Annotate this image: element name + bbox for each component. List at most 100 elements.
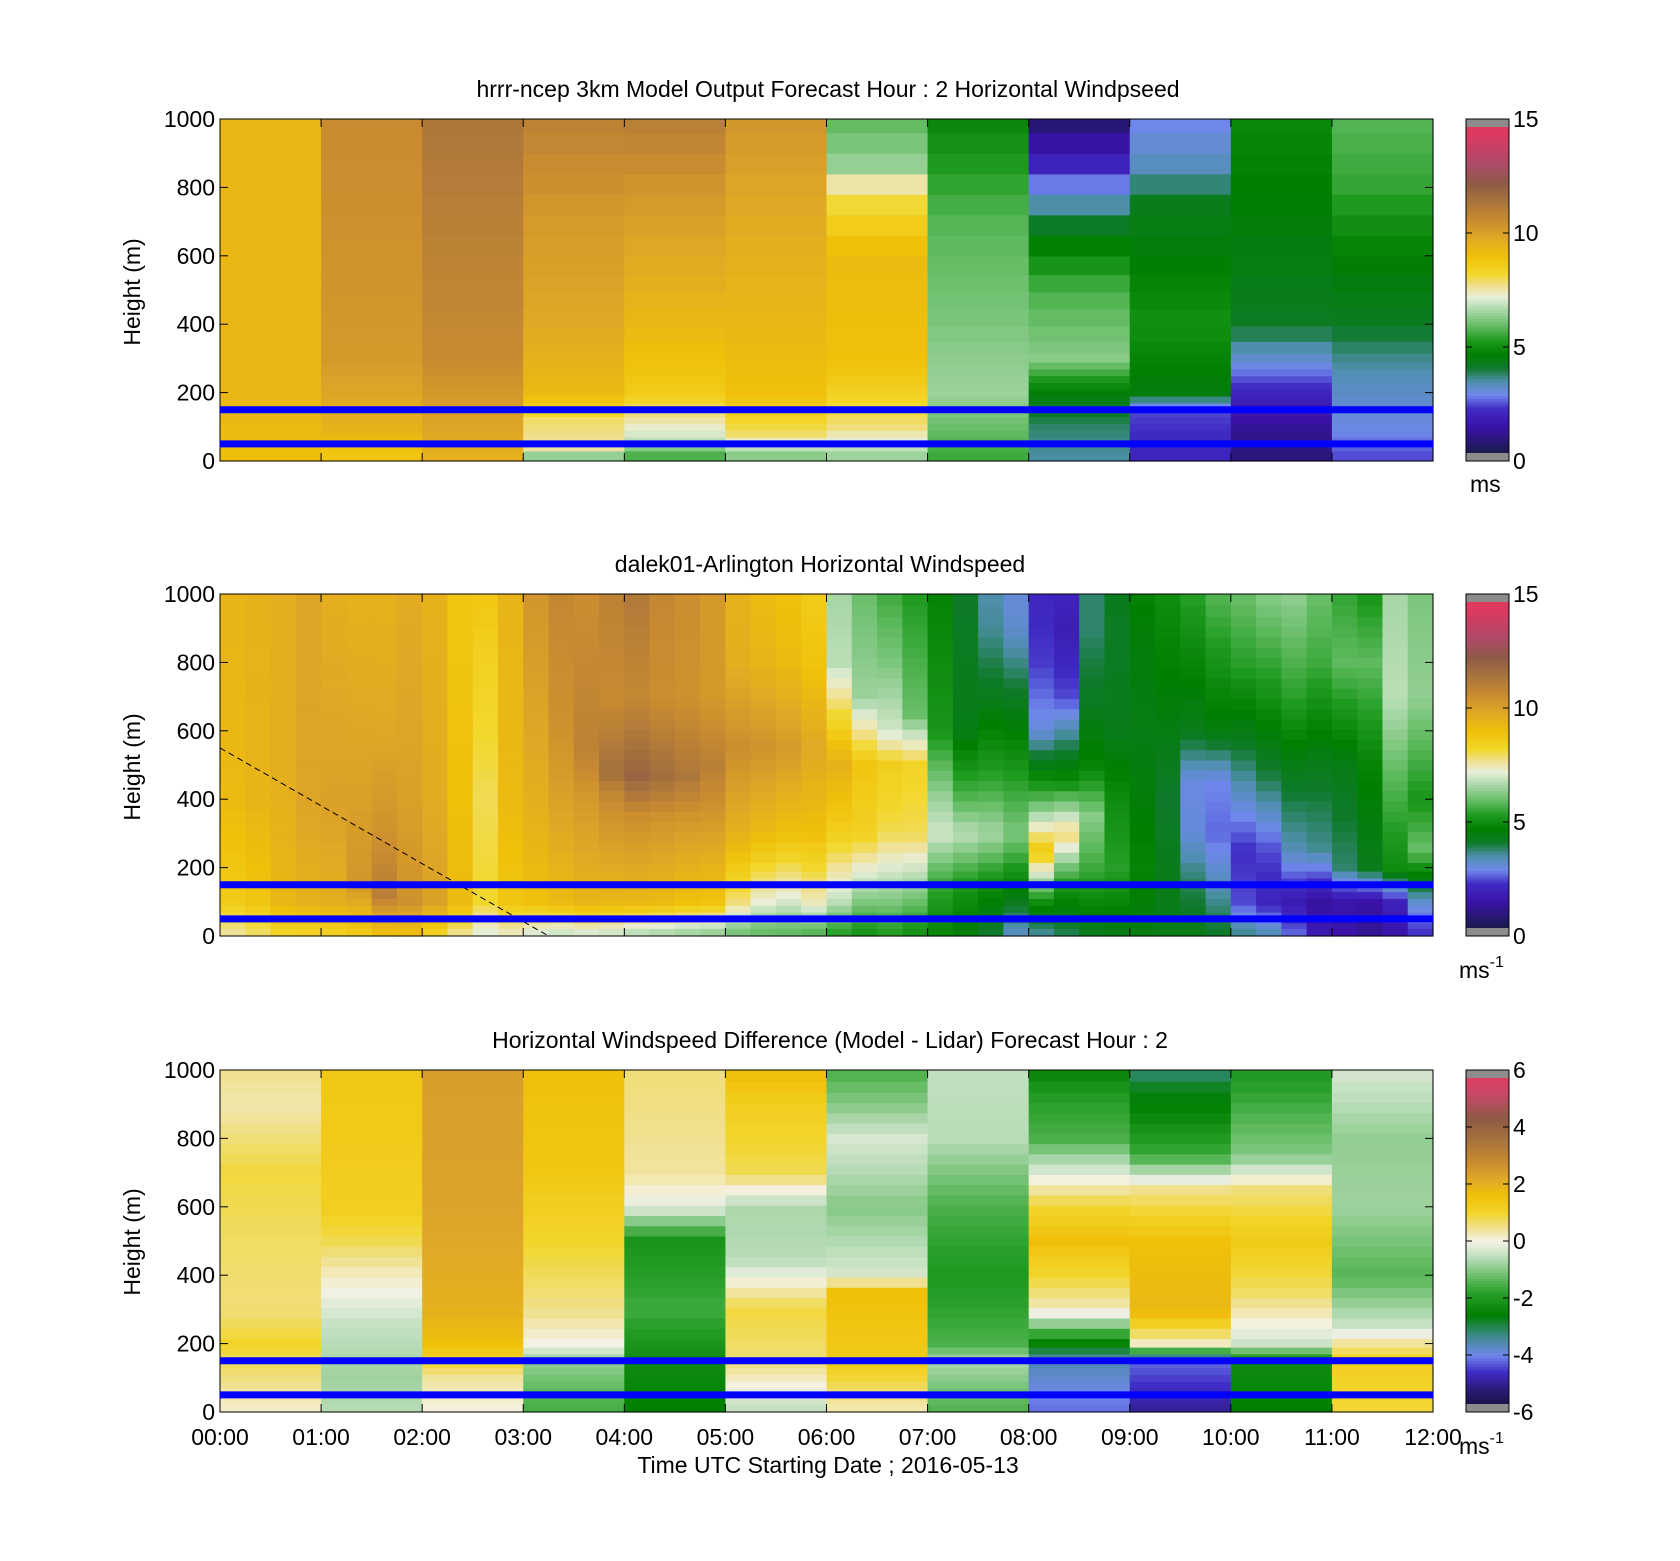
heatmap-cell <box>422 1307 524 1319</box>
heatmap-cell <box>1155 923 1181 929</box>
heatmap-cell <box>1129 657 1156 669</box>
colorbar-segment <box>1466 861 1509 866</box>
heatmap-cell <box>1129 1404 1232 1413</box>
heatmap-cell <box>952 636 979 648</box>
heatmap-cell <box>599 770 625 781</box>
heatmap-cell <box>270 770 297 781</box>
heatmap-cell <box>599 891 625 899</box>
heatmap-cell <box>270 811 297 823</box>
heatmap-cell <box>422 1388 524 1395</box>
heatmap-cell <box>573 923 600 929</box>
heatmap-cell <box>725 1276 828 1288</box>
colorbar-segment <box>1466 784 1509 789</box>
heatmap-cell <box>1306 862 1333 872</box>
heatmap-cell <box>422 1317 524 1329</box>
heatmap-cell <box>1407 605 1434 617</box>
colorbar-segment <box>1466 713 1509 718</box>
colorbar-segment <box>1466 1118 1509 1122</box>
heatmap-cell <box>220 1123 322 1134</box>
heatmap-cell <box>472 759 499 771</box>
colorbar-segment <box>1466 287 1509 291</box>
heatmap-cell <box>624 1112 727 1124</box>
heatmap-cell <box>1230 173 1333 195</box>
heatmap-cell <box>220 1297 322 1309</box>
heatmap-cell <box>978 821 1004 833</box>
heatmap-cell <box>1230 1367 1333 1375</box>
heatmap-cell <box>1180 831 1207 843</box>
heatmap-cell <box>548 626 575 638</box>
heatmap-cell <box>978 770 1004 781</box>
heatmap-cell <box>1028 1153 1131 1165</box>
heatmap-cell <box>725 594 752 606</box>
heatmap-cell <box>725 698 752 710</box>
heatmap-cell <box>1382 905 1409 913</box>
heatmap-cell <box>952 821 979 833</box>
heatmap-cell <box>877 594 903 606</box>
heatmap-cell <box>497 718 524 730</box>
heatmap-cell <box>851 891 878 899</box>
heatmap-cell <box>1230 255 1333 276</box>
heatmap-cell <box>826 1133 929 1145</box>
heatmap-cell <box>599 626 625 638</box>
heatmap-cell <box>1180 749 1207 761</box>
heatmap-cell <box>1129 1184 1232 1196</box>
heatmap-cell <box>422 1399 524 1405</box>
heatmap-cell <box>1331 1367 1434 1375</box>
heatmap-cell <box>624 1133 727 1145</box>
heatmap-cell <box>649 841 676 853</box>
heatmap-cell <box>1331 667 1358 679</box>
heatmap-cell <box>1331 871 1358 879</box>
heatmap-cell <box>1357 677 1384 689</box>
colorbar-segment <box>1466 1215 1509 1219</box>
heatmap-cell <box>978 647 1004 658</box>
colorbar-segment <box>1466 1141 1509 1145</box>
heatmap-cell <box>1155 708 1181 720</box>
heatmap-cell <box>321 1081 423 1093</box>
heatmap-cell <box>649 657 676 669</box>
heatmap-cell <box>573 698 600 710</box>
colorbar-segment <box>1466 670 1509 675</box>
heatmap-cell <box>927 636 954 648</box>
heatmap-cell <box>270 749 297 761</box>
heatmap-cell <box>826 1367 929 1375</box>
heatmap-cell <box>1331 430 1434 438</box>
heatmap-cell <box>877 605 903 617</box>
heatmap-cell <box>1331 770 1358 781</box>
heatmap-cell <box>1129 430 1232 438</box>
heatmap-cell <box>422 677 449 689</box>
heatmap-cell <box>1079 770 1106 781</box>
heatmap-cell <box>1003 647 1030 658</box>
heatmap-cell <box>371 821 398 833</box>
colorbar-segment <box>1466 1263 1509 1268</box>
heatmap-cell <box>447 898 474 906</box>
heatmap-cell <box>1256 852 1282 864</box>
x-tick-label: 01:00 <box>292 1424 350 1450</box>
dashed-line <box>219 747 549 937</box>
heatmap-cell <box>1256 891 1282 899</box>
heatmap-cell <box>1129 1123 1232 1134</box>
heatmap-cell <box>1155 636 1181 648</box>
heatmap-cell <box>1230 667 1257 679</box>
panel-title: Horizontal Windspeed Difference (Model -… <box>492 1027 1168 1053</box>
colorbar-segment <box>1466 347 1509 351</box>
heatmap-cell <box>497 821 524 833</box>
heatmap-cell <box>826 831 853 843</box>
heatmap-cell <box>422 739 449 751</box>
heatmap-cell <box>270 852 297 864</box>
heatmap-cell <box>346 891 373 899</box>
heatmap-cell <box>1331 884 1358 893</box>
heatmap-cell <box>826 389 929 397</box>
heatmap-cell <box>422 1374 524 1382</box>
heatmap-cell <box>321 353 423 363</box>
heatmap-cell <box>927 729 954 740</box>
heatmap-cell <box>220 852 246 864</box>
heatmap-cell <box>725 1153 828 1165</box>
heatmap-cell <box>497 729 524 740</box>
heatmap-cell <box>1205 871 1232 879</box>
heatmap-cell <box>1205 770 1232 781</box>
heatmap-cell <box>826 1174 929 1186</box>
heatmap-cell <box>1331 729 1358 740</box>
heatmap-cell <box>826 616 853 628</box>
heatmap-cell <box>750 605 777 617</box>
heatmap-cell <box>1205 605 1232 617</box>
